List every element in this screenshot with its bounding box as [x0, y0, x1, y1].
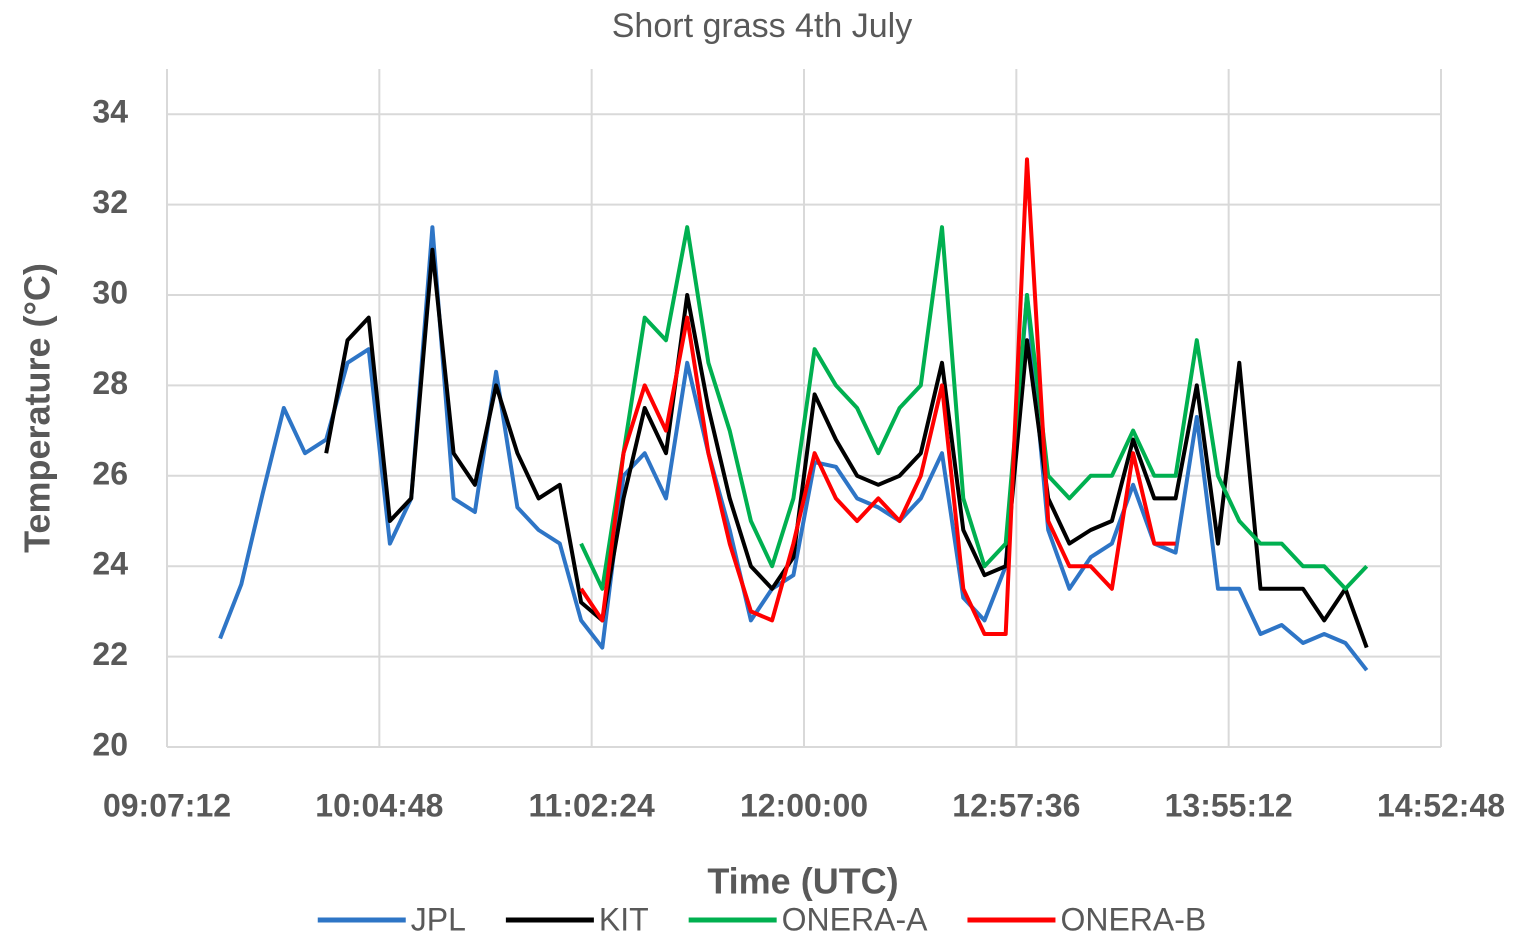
y-tick-label: 32: [92, 184, 128, 220]
x-tick-label: 10:04:48: [315, 787, 443, 823]
series-line: [324, 247, 1369, 649]
legend: JPL KIT ONERA-A ONERA-B: [317, 901, 1206, 937]
x-axis-title: Time (UTC): [707, 861, 898, 902]
y-tick-label: 26: [92, 455, 128, 491]
legend-label: ONERA-B: [1060, 901, 1206, 937]
y-tick-label: 20: [92, 726, 128, 762]
legend-label: JPL: [411, 901, 466, 937]
plot-area: [218, 157, 1369, 672]
series-line: [579, 225, 1369, 591]
legend-item: JPL: [317, 901, 466, 937]
x-tick-label: 12:00:00: [740, 787, 868, 823]
y-tick-label: 34: [92, 94, 128, 130]
x-tick-label: 11:02:24: [529, 787, 656, 823]
y-tick-label: 28: [92, 365, 128, 401]
y-axis-title: Temperature (°C): [17, 263, 58, 553]
chart-title: Short grass 4th July: [612, 7, 912, 45]
x-tick-label: 13:55:12: [1165, 787, 1293, 823]
y-tick-label: 24: [92, 546, 128, 582]
legend-item: ONERA-B: [967, 901, 1206, 937]
y-tick-label: 22: [92, 636, 128, 672]
series-line: [218, 225, 1369, 672]
x-tick-label: 14:52:48: [1377, 787, 1505, 823]
legend-label: KIT: [599, 901, 649, 937]
grid: [166, 69, 1442, 748]
x-tick-label: 12:57:36: [952, 787, 1080, 823]
legend-item: KIT: [505, 901, 649, 937]
y-tick-label: 30: [92, 274, 128, 310]
legend-label: ONERA-A: [782, 901, 928, 937]
legend-item: ONERA-A: [688, 901, 928, 937]
series-line: [579, 157, 1176, 636]
x-tick-label: 09:07:12: [103, 787, 231, 823]
